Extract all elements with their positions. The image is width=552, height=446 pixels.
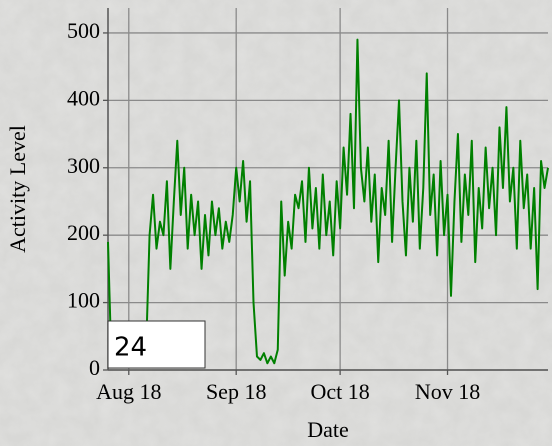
x-tick-label: Oct 18 [310, 379, 369, 404]
y-tick-label: 200 [67, 220, 100, 245]
value-box-text: 24 [114, 333, 147, 363]
y-tick-label: 400 [67, 85, 100, 110]
x-tick-label: Aug 18 [96, 379, 161, 404]
x-axis-label: Date [307, 417, 349, 442]
y-axis-label: Activity Level [5, 125, 30, 253]
value-box[interactable] [107, 320, 206, 369]
x-tick-label: Nov 18 [415, 379, 480, 404]
y-tick-label: 300 [67, 153, 100, 178]
y-tick-label: 100 [67, 288, 100, 313]
y-tick-label: 500 [67, 18, 100, 43]
y-tick-label: 0 [89, 355, 100, 380]
x-tick-label: Sep 18 [206, 379, 267, 404]
data-line [107, 38, 549, 368]
